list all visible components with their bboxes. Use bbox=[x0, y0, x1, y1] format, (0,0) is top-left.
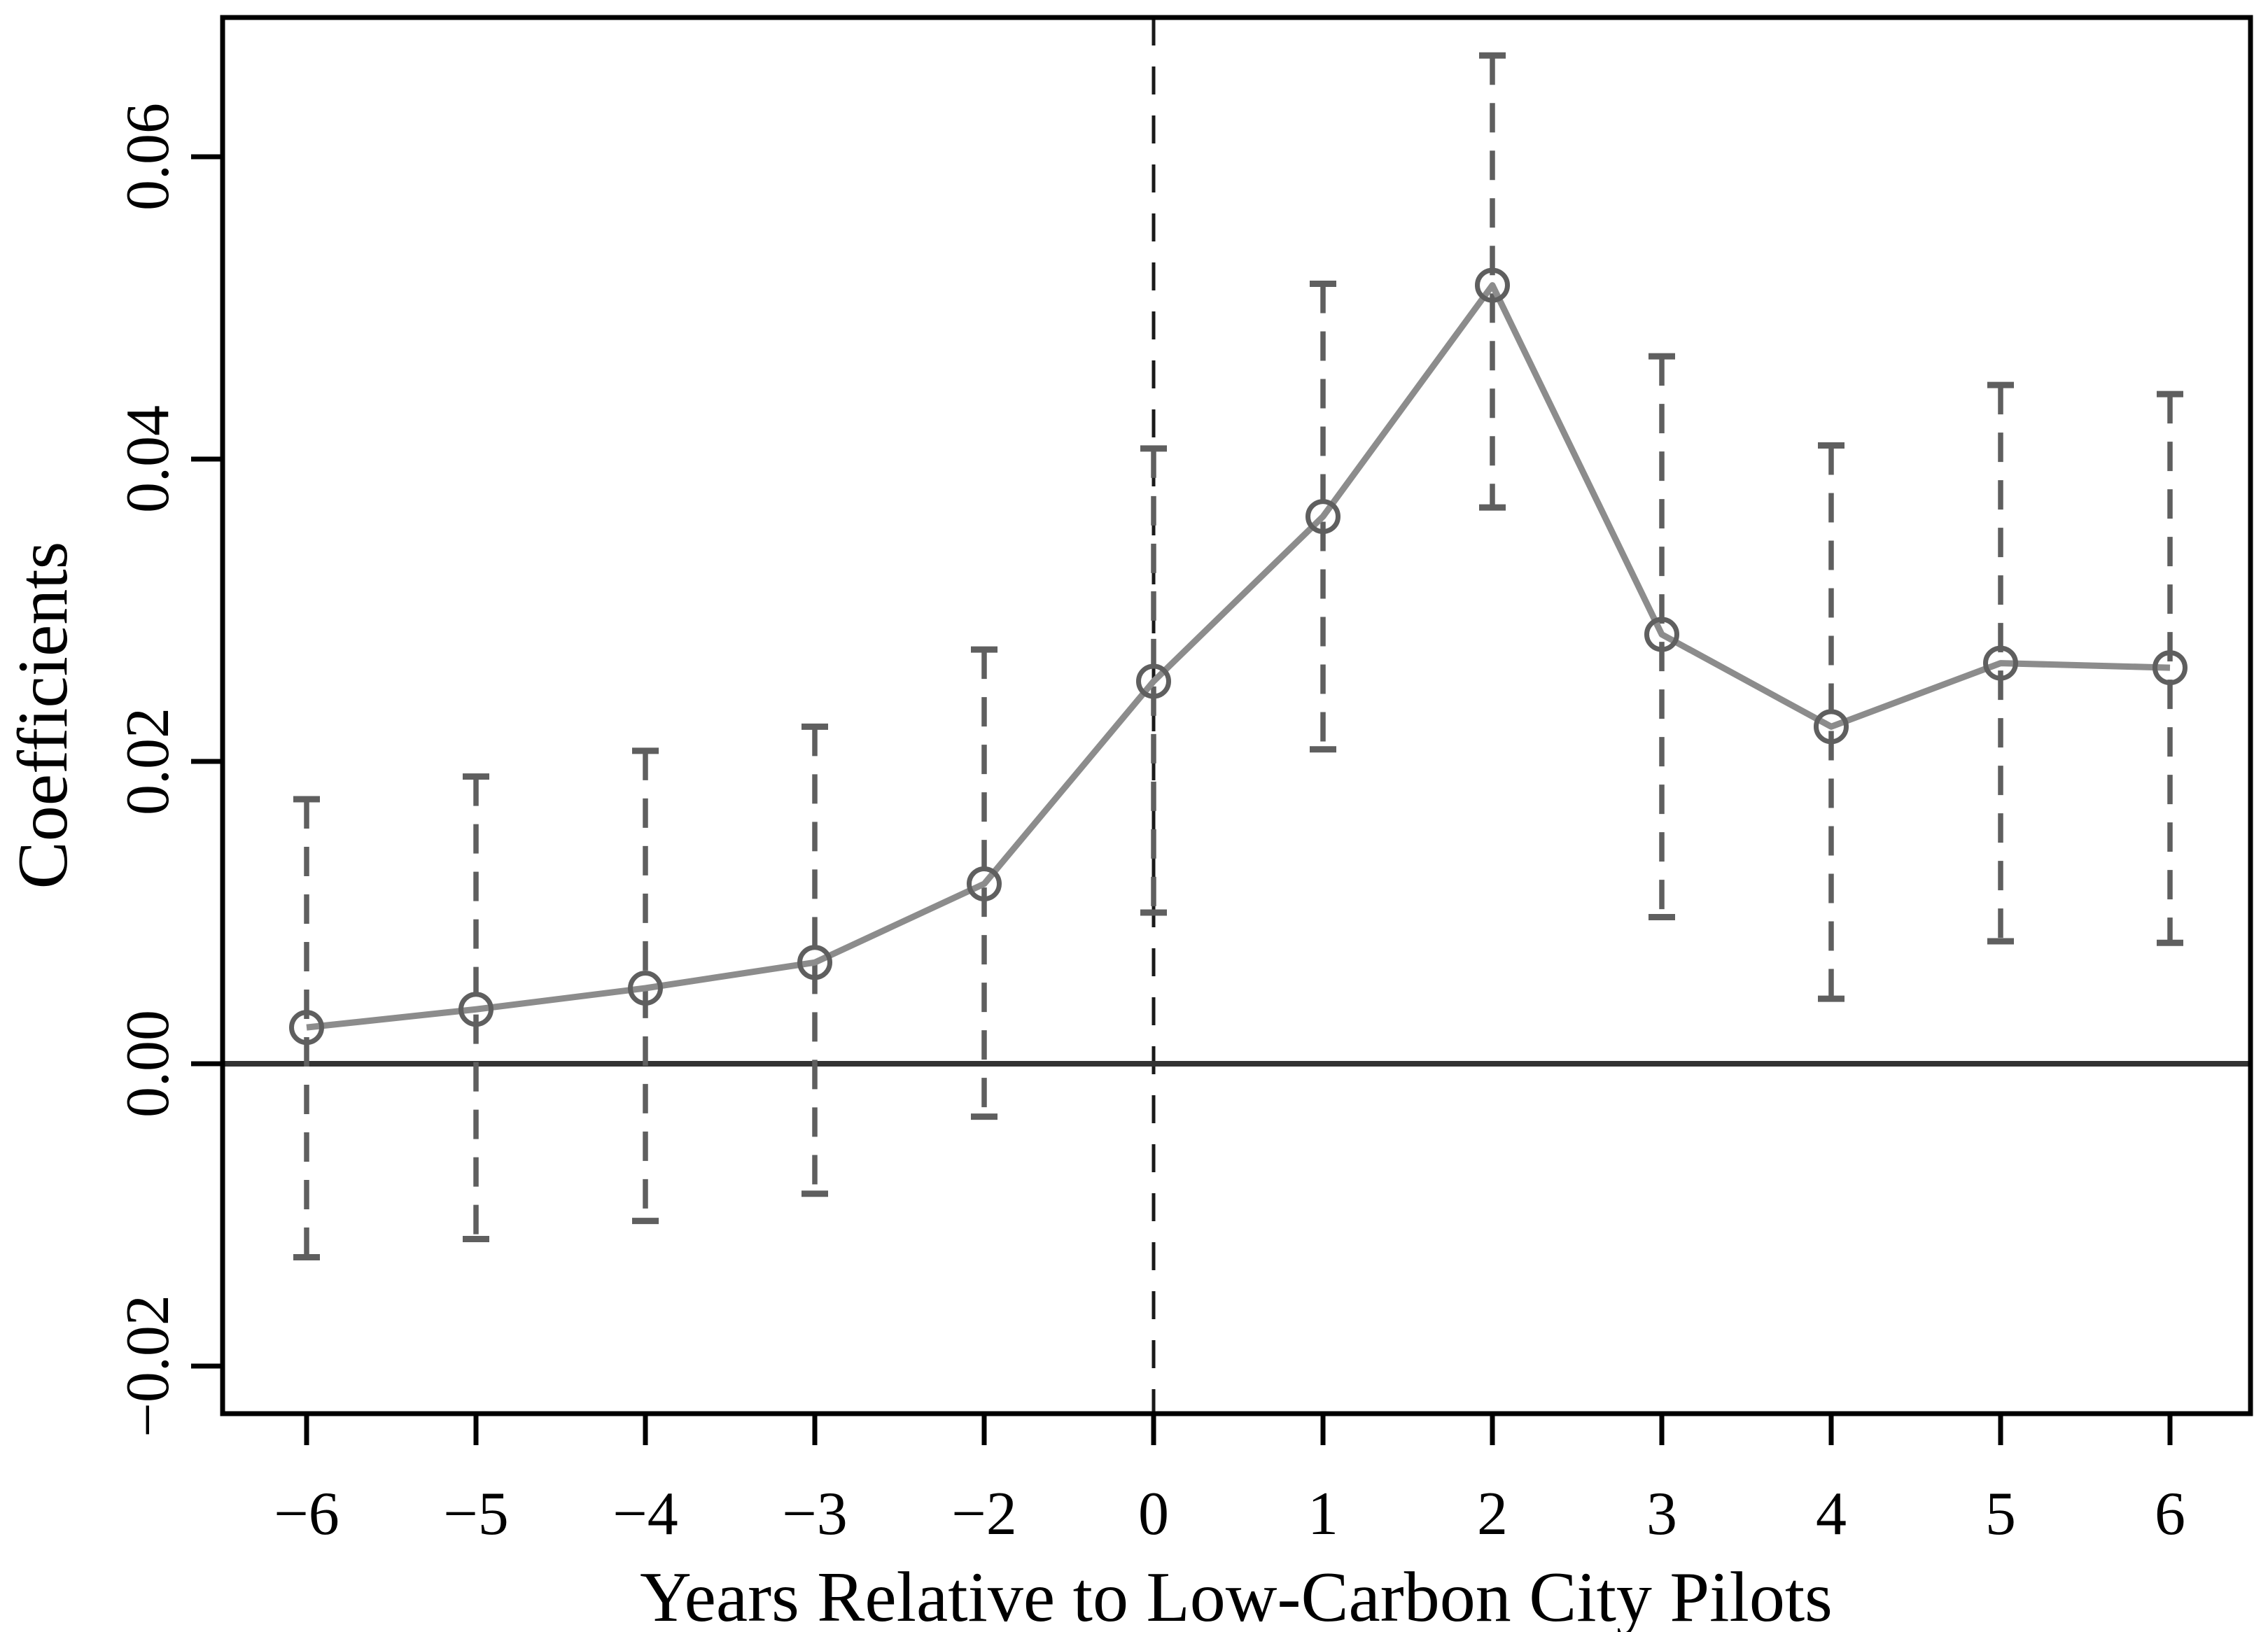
x-tick-label: −3 bbox=[782, 1480, 848, 1548]
y-tick-label: 0.04 bbox=[114, 405, 182, 513]
x-tick-label: 0 bbox=[1138, 1480, 1169, 1548]
y-tick-label: −0.02 bbox=[114, 1295, 182, 1437]
x-tick-label: 3 bbox=[1646, 1480, 1677, 1548]
trend-line bbox=[306, 282, 2171, 1031]
axis-tick-labels: −6 −5 −4 −3 −2 0 1 2 3 4 5 6 −0.02 0.00 0.02 0.04 0.06 bbox=[114, 103, 2185, 1548]
error-bar bbox=[1648, 353, 1675, 920]
data-point-marker bbox=[967, 866, 1002, 901]
y-tick-label: 0.06 bbox=[114, 103, 182, 211]
x-tick-label: 1 bbox=[1308, 1480, 1338, 1548]
x-tick-label: 4 bbox=[1816, 1480, 1847, 1548]
x-tick-label: −6 bbox=[274, 1480, 340, 1548]
data-point-marker bbox=[2152, 650, 2188, 686]
axis-ticks bbox=[191, 154, 2173, 1445]
error-bar bbox=[802, 723, 828, 1197]
y-axis-title: Coefficients bbox=[4, 542, 83, 889]
reference-lines bbox=[223, 17, 2250, 1414]
error-bar bbox=[1987, 381, 2014, 945]
x-axis-title: Years Relative to Low-Carbon City Pilots bbox=[640, 1558, 1833, 1632]
x-tick-label: 2 bbox=[1477, 1480, 1508, 1548]
data-point-marker bbox=[289, 1010, 324, 1046]
data-point-marker bbox=[628, 971, 663, 1006]
data-point-marker bbox=[797, 945, 832, 980]
series bbox=[289, 267, 2188, 1046]
error-bar bbox=[632, 747, 659, 1225]
x-tick-label: −4 bbox=[612, 1480, 678, 1548]
y-tick-label: 0.02 bbox=[114, 708, 182, 815]
error-bar bbox=[1818, 442, 1844, 1002]
error-bar bbox=[463, 773, 489, 1243]
data-point-marker bbox=[1814, 709, 1849, 745]
error-bar bbox=[293, 796, 320, 1260]
error-bar bbox=[971, 646, 997, 1120]
error-bar bbox=[2157, 391, 2183, 946]
error-bar bbox=[1479, 52, 1506, 511]
data-point-marker bbox=[1306, 499, 1340, 535]
x-tick-label: −5 bbox=[443, 1480, 509, 1548]
error-bars bbox=[293, 52, 2183, 1260]
data-point-marker bbox=[1983, 645, 2018, 681]
plot-border bbox=[220, 15, 2253, 1416]
plot-frame bbox=[220, 15, 2253, 1416]
data-point-marker bbox=[1475, 267, 1510, 303]
error-bar bbox=[1140, 445, 1167, 916]
data-point-marker bbox=[1644, 617, 1679, 652]
error-bar bbox=[1310, 280, 1336, 753]
x-tick-label: −2 bbox=[951, 1480, 1017, 1548]
x-tick-label: 5 bbox=[1985, 1480, 2016, 1548]
y-tick-label: 0.00 bbox=[114, 1010, 182, 1118]
data-point-marker bbox=[458, 992, 493, 1027]
data-point-marker bbox=[1136, 663, 1171, 699]
x-tick-label: 6 bbox=[2155, 1480, 2185, 1548]
